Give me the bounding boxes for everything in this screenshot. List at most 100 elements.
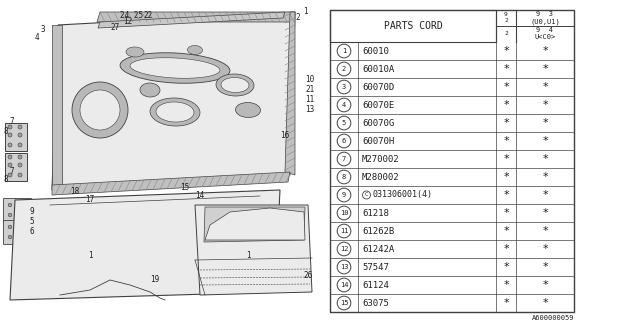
Polygon shape	[97, 12, 295, 22]
Polygon shape	[205, 208, 305, 240]
Text: 16: 16	[280, 131, 290, 140]
Text: 10: 10	[305, 76, 315, 84]
Text: 14: 14	[340, 282, 348, 288]
Text: 63075: 63075	[362, 299, 389, 308]
Text: 031306001(4): 031306001(4)	[372, 190, 433, 199]
Text: 61218: 61218	[362, 209, 389, 218]
Text: *: *	[542, 64, 548, 74]
Text: 12: 12	[340, 246, 348, 252]
Text: 60070D: 60070D	[362, 83, 394, 92]
Circle shape	[8, 213, 12, 217]
Ellipse shape	[156, 102, 194, 122]
Text: 9  4
U<C0>: 9 4 U<C0>	[534, 27, 556, 40]
Text: 8: 8	[342, 174, 346, 180]
Text: M270002: M270002	[362, 155, 399, 164]
Circle shape	[18, 225, 22, 229]
Text: 7: 7	[342, 156, 346, 162]
Text: 8: 8	[4, 127, 8, 137]
Text: 2: 2	[504, 31, 508, 36]
Text: *: *	[542, 280, 548, 290]
Polygon shape	[195, 205, 312, 295]
Text: 17: 17	[85, 196, 95, 204]
Circle shape	[18, 133, 22, 137]
Text: 61242A: 61242A	[362, 244, 394, 253]
Text: 7: 7	[10, 117, 14, 126]
Circle shape	[18, 203, 22, 207]
FancyBboxPatch shape	[5, 123, 27, 151]
Text: 27: 27	[110, 22, 120, 31]
Polygon shape	[285, 12, 295, 175]
Polygon shape	[98, 12, 285, 28]
Text: 1: 1	[88, 251, 92, 260]
Text: *: *	[542, 136, 548, 146]
FancyBboxPatch shape	[3, 198, 31, 222]
Text: *: *	[542, 298, 548, 308]
Text: 11: 11	[305, 95, 315, 105]
Ellipse shape	[236, 102, 260, 117]
Text: 1: 1	[303, 7, 307, 17]
Text: *: *	[503, 226, 509, 236]
Text: *: *	[542, 226, 548, 236]
Circle shape	[8, 155, 12, 159]
Text: *: *	[503, 154, 509, 164]
Circle shape	[18, 213, 22, 217]
Text: *: *	[503, 82, 509, 92]
Text: A600000059: A600000059	[531, 315, 574, 320]
Text: M280002: M280002	[362, 172, 399, 181]
Circle shape	[18, 235, 22, 239]
Text: 10: 10	[340, 210, 348, 216]
Text: *: *	[542, 118, 548, 128]
Text: 5: 5	[29, 218, 35, 227]
Circle shape	[8, 125, 12, 129]
Ellipse shape	[126, 47, 144, 57]
Circle shape	[8, 225, 12, 229]
Text: *: *	[542, 190, 548, 200]
Text: C: C	[365, 193, 368, 197]
Text: 15: 15	[180, 182, 189, 191]
Text: *: *	[542, 154, 548, 164]
Text: 19: 19	[150, 276, 159, 284]
Circle shape	[8, 203, 12, 207]
Text: 60070E: 60070E	[362, 100, 394, 109]
Text: 60070H: 60070H	[362, 137, 394, 146]
Text: 5: 5	[342, 120, 346, 126]
Circle shape	[8, 235, 12, 239]
Text: 57547: 57547	[362, 262, 389, 271]
Text: *: *	[542, 100, 548, 110]
Text: 18: 18	[70, 188, 79, 196]
Text: 4: 4	[342, 102, 346, 108]
FancyBboxPatch shape	[3, 220, 31, 244]
Text: 61124: 61124	[362, 281, 389, 290]
Text: 6: 6	[29, 228, 35, 236]
Text: 14: 14	[195, 190, 205, 199]
Circle shape	[18, 125, 22, 129]
Text: 13: 13	[340, 264, 348, 270]
Circle shape	[8, 173, 12, 177]
Text: 60010: 60010	[362, 46, 389, 55]
Polygon shape	[10, 190, 280, 300]
Text: *: *	[503, 64, 509, 74]
Text: *: *	[503, 244, 509, 254]
Text: PARTS CORD: PARTS CORD	[383, 21, 442, 31]
Text: 15: 15	[340, 300, 348, 306]
Polygon shape	[52, 172, 290, 195]
Text: *: *	[503, 262, 509, 272]
Text: *: *	[503, 190, 509, 200]
Text: *: *	[542, 262, 548, 272]
Text: 9: 9	[29, 207, 35, 217]
Ellipse shape	[221, 77, 249, 92]
Circle shape	[72, 82, 128, 138]
Text: *: *	[503, 208, 509, 218]
Text: *: *	[503, 46, 509, 56]
Text: 6: 6	[342, 138, 346, 144]
Text: 4: 4	[35, 33, 39, 42]
Ellipse shape	[150, 98, 200, 126]
Circle shape	[8, 163, 12, 167]
Circle shape	[18, 173, 22, 177]
Text: *: *	[503, 136, 509, 146]
Text: *: *	[503, 100, 509, 110]
Text: *: *	[542, 208, 548, 218]
Text: 9
2: 9 2	[504, 12, 508, 23]
Text: 11: 11	[340, 228, 348, 234]
Text: 60010A: 60010A	[362, 65, 394, 74]
